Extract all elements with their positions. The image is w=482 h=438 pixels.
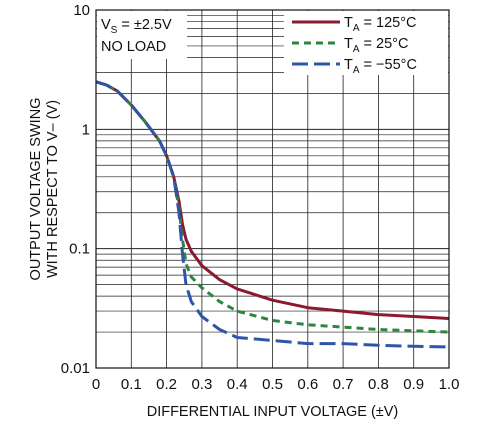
conditions-background xyxy=(97,11,187,59)
y-axis-label: OUTPUT VOLTAGE SWING WITH RESPECT TO V– … xyxy=(28,98,61,281)
x-tick-label: 0.2 xyxy=(156,376,177,393)
x-tick-labels: 0 0.1 0.2 0.3 0.4 0.5 0.6 0.7 0.8 0.9 1.0 xyxy=(92,376,460,393)
y-tick-labels: 10 1 0.1 0.01 xyxy=(61,2,90,377)
x-tick-label: 0.8 xyxy=(368,376,389,393)
y-axis-label-line-1: OUTPUT VOLTAGE SWING xyxy=(28,98,44,281)
y-axis-label-line-2: WITH RESPECT TO V– (V) xyxy=(45,100,61,278)
x-tick-label: 0 xyxy=(92,376,100,393)
x-tick-label: 0.4 xyxy=(227,376,248,393)
x-tick-label: 0.5 xyxy=(262,376,283,393)
legend-label-1: TA = 125°C xyxy=(344,15,417,34)
conditions-line-2: NO LOAD xyxy=(101,39,166,55)
legend-label-2: TA = 25°C xyxy=(344,36,408,55)
x-tick-label: 0.3 xyxy=(191,376,212,393)
x-tick-label: 1.0 xyxy=(439,376,460,393)
plot-frame xyxy=(95,9,450,369)
y-tick-label: 1 xyxy=(82,121,90,138)
y-tick-label: 10 xyxy=(73,2,90,19)
y-tick-label: 0.1 xyxy=(69,241,90,258)
x-tick-label: 0.6 xyxy=(297,376,318,393)
series-line-3 xyxy=(95,80,450,349)
legend: TA = 125°C TA = 25°C TA = −55°C xyxy=(292,15,417,76)
legend-label-3: TA = −55°C xyxy=(344,57,417,76)
y-tick-label: 0.01 xyxy=(61,360,90,377)
x-tick-label: 0.7 xyxy=(333,376,354,393)
conditions-line-1: VS = ±2.5V xyxy=(101,17,172,36)
x-axis-label: DIFFERENTIAL INPUT VOLTAGE (±V) xyxy=(147,404,399,420)
x-tick-label: 0.1 xyxy=(121,376,142,393)
series-lines xyxy=(95,80,450,349)
conditions-text: VS = ±2.5V NO LOAD xyxy=(101,17,172,55)
x-tick-label: 0.9 xyxy=(403,376,424,393)
